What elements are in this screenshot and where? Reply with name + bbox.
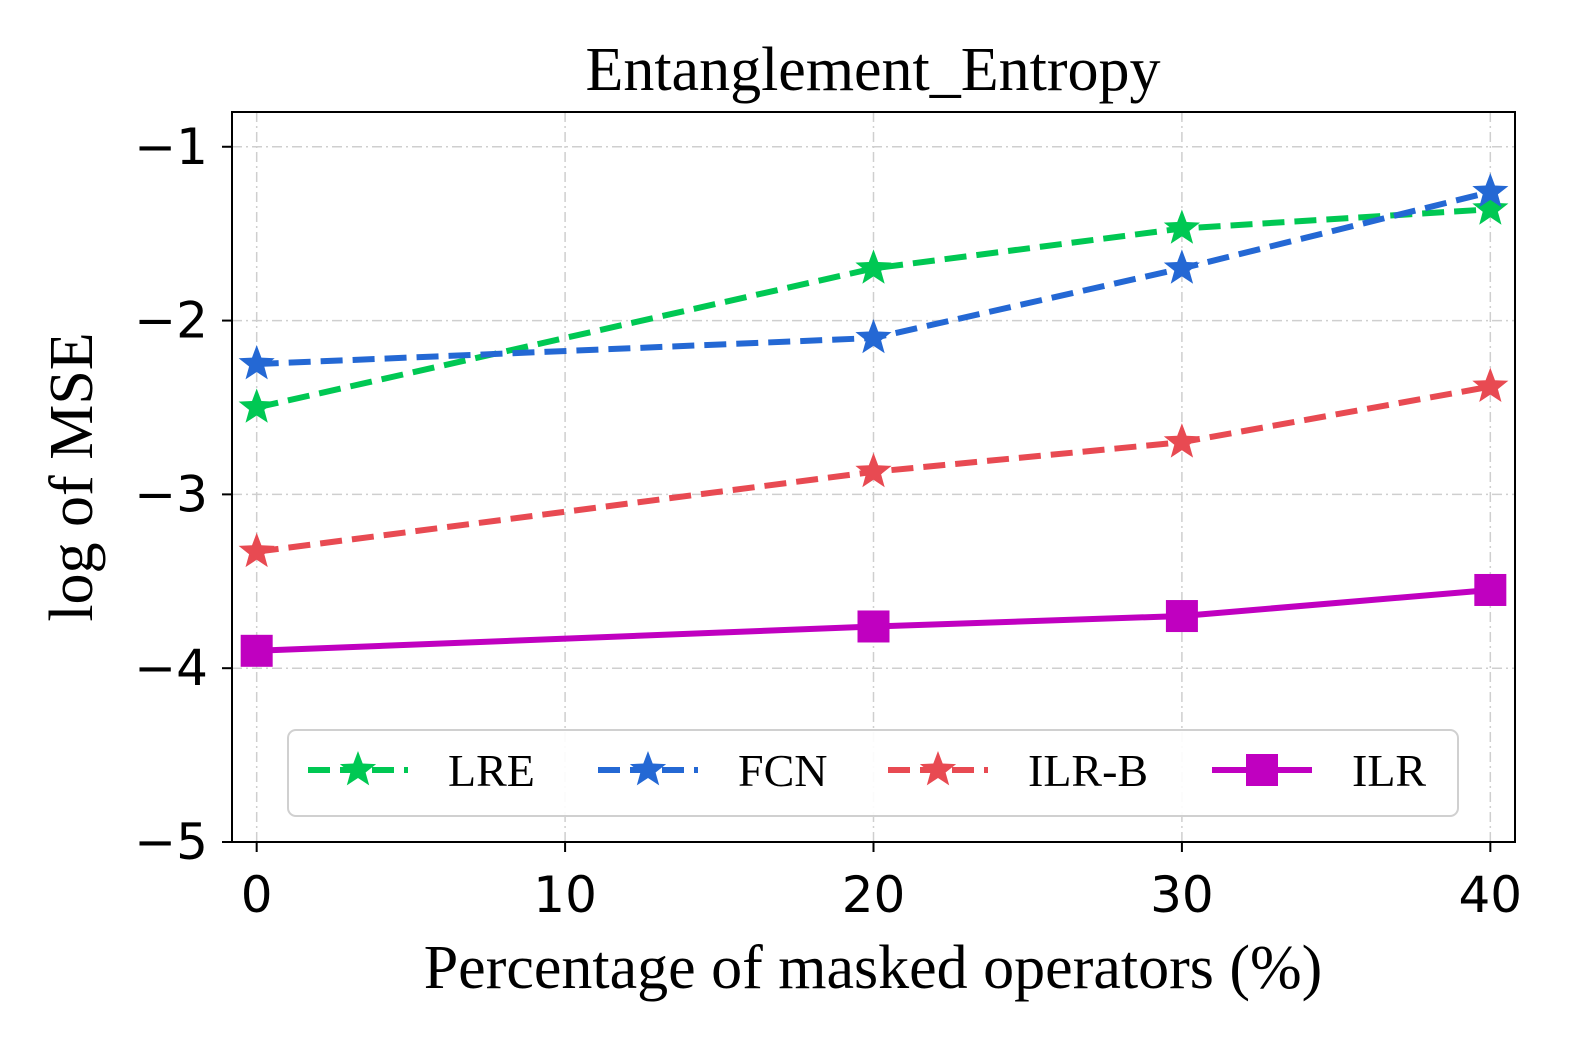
legend-marker-ilr-b — [919, 751, 957, 786]
chart-title: Entanglement_Entropy — [585, 36, 1160, 104]
y-tick-label: −5 — [134, 813, 208, 871]
data-point-fcn — [1472, 173, 1509, 208]
data-point-ilr-b — [1472, 367, 1509, 402]
data-point-ilr-b — [855, 452, 892, 488]
plot-frame — [231, 111, 1516, 843]
data-point-ilr-b — [238, 532, 275, 568]
data-point-ilr — [1165, 600, 1198, 633]
series-line-lre — [256, 206, 1491, 411]
legend-label-ilr: ILR — [1352, 745, 1426, 796]
legend-box — [287, 729, 1459, 817]
y-axis-ticks: −5 −4 −3 −2 −1 — [134, 118, 232, 871]
data-point-fcn — [855, 319, 892, 354]
data-point-lre — [1472, 190, 1509, 225]
y-tick-label: −2 — [134, 292, 208, 350]
data-point-ilr — [240, 634, 273, 667]
legend: LRE FCN ILR-B ILR — [287, 729, 1459, 817]
data-point-lre — [855, 249, 892, 284]
x-axis-ticks: 0 10 20 30 40 — [241, 842, 1522, 924]
x-tick-label: 30 — [1150, 866, 1214, 924]
y-axis-label: log of MSE — [38, 332, 106, 621]
data-point-ilr — [857, 610, 890, 643]
legend-label-ilr-b: ILR-B — [1028, 745, 1148, 796]
y-tick-label: −4 — [134, 639, 208, 697]
series-line-ilr-b — [256, 383, 1491, 555]
x-tick-label: 0 — [241, 866, 273, 924]
data-point-ilr — [1474, 573, 1507, 606]
x-tick-label: 10 — [533, 866, 597, 924]
data-point-ilr-b — [1163, 423, 1200, 458]
legend-marker-fcn — [629, 751, 667, 786]
legend-marker-lre — [339, 751, 377, 786]
y-tick-label: −1 — [134, 118, 208, 176]
series-line-ilr — [256, 587, 1491, 654]
y-tick-label: −3 — [134, 465, 208, 523]
x-tick-label: 20 — [842, 866, 906, 924]
series-layer — [238, 173, 1509, 667]
legend-label-fcn: FCN — [738, 745, 827, 796]
data-point-lre — [1163, 209, 1200, 244]
legend-marker-ilr — [1246, 754, 1278, 786]
x-axis-label: Percentage of masked operators (%) — [424, 934, 1323, 1002]
x-tick-label: 40 — [1459, 866, 1523, 924]
series-line-fcn — [256, 189, 1492, 367]
data-point-lre — [238, 388, 275, 423]
legend-label-lre: LRE — [448, 745, 535, 796]
data-point-fcn — [238, 345, 275, 380]
data-point-fcn — [1163, 249, 1200, 284]
